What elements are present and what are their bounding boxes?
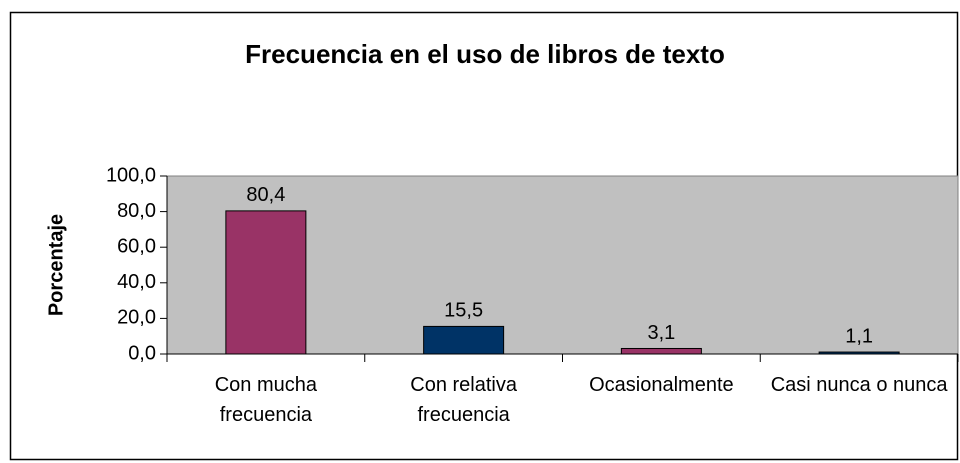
y-tick-label: 60,0 xyxy=(117,235,156,257)
bar xyxy=(818,351,900,355)
value-label: 3,1 xyxy=(647,322,675,344)
x-tick-label: Con mucha frecuencia xyxy=(214,374,318,426)
y-tick-label: 0,0 xyxy=(128,342,156,364)
value-label: 1,1 xyxy=(845,325,873,347)
bar xyxy=(620,347,702,355)
y-tick-label: 80,0 xyxy=(117,200,156,222)
value-label: 15,5 xyxy=(444,300,483,322)
y-tick-label: 40,0 xyxy=(117,271,156,293)
bar xyxy=(423,325,505,355)
y-axis-label: Porcentaje xyxy=(45,214,67,316)
x-tick-label: Ocasionalmente xyxy=(589,374,734,396)
y-tick-label: 100,0 xyxy=(106,164,156,186)
chart-title: Frecuencia en el uso de libros de texto xyxy=(245,39,725,69)
x-tick-label: Con relativa frecuencia xyxy=(410,374,517,426)
bar xyxy=(225,210,307,355)
y-tick-label: 20,0 xyxy=(117,307,156,329)
x-tick-label: Casi nunca o nunca xyxy=(770,374,948,396)
value-label: 80,4 xyxy=(246,184,285,206)
